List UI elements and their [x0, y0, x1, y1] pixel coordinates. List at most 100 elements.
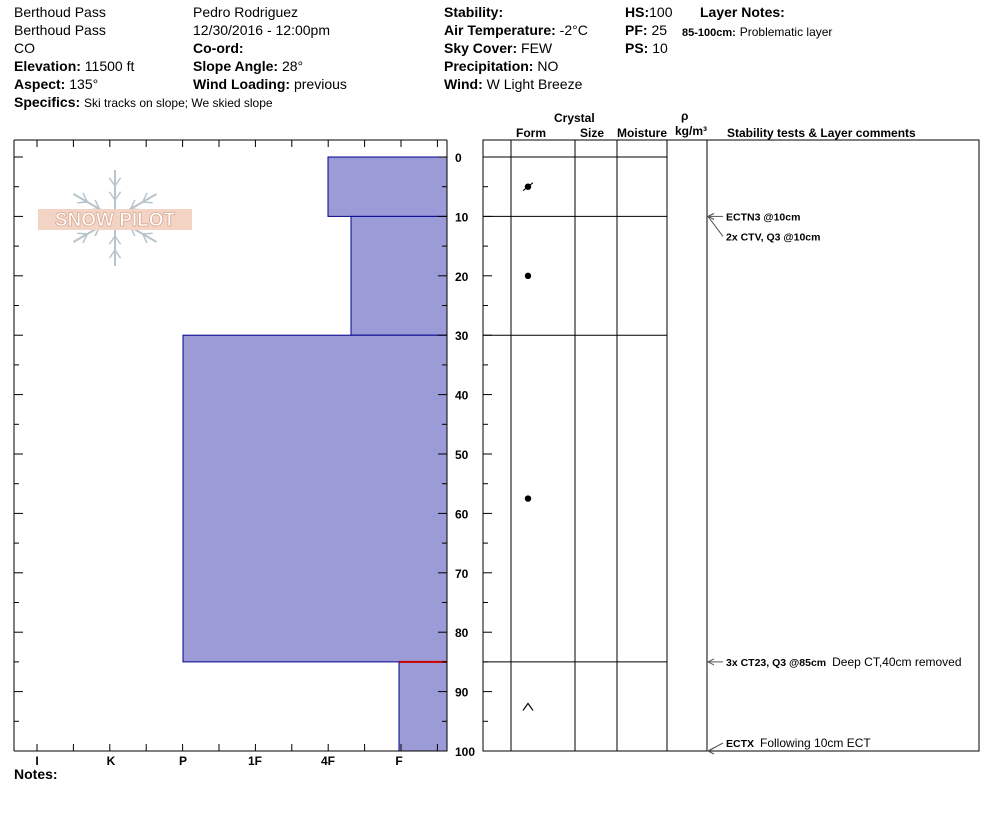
snowflake-branch	[108, 177, 116, 187]
test-label: ECTN3 @10cm	[726, 211, 800, 223]
snowflake-branch	[108, 235, 116, 245]
chart-frame	[13, 139, 448, 752]
state: CO	[14, 40, 35, 56]
observer: Pedro Rodriguez	[193, 4, 299, 20]
density-unit: kg/m³	[675, 124, 708, 138]
aspect-value: 135°	[69, 76, 99, 92]
depth-tick-label: 70	[455, 567, 469, 581]
wind-loading-value: previous	[293, 76, 347, 92]
layer-note-text: Problematic layer	[739, 25, 833, 39]
crystal-table	[482, 139, 980, 752]
snowflake-branch	[82, 192, 88, 203]
hardness-tick-label: 1F	[248, 754, 262, 768]
specifics-value: Ski tracks on slope; We skied slope	[84, 96, 273, 110]
hs-row: HS:100	[625, 4, 672, 20]
snowflake-branch	[114, 177, 122, 187]
aspect-label: Aspect:	[14, 76, 66, 92]
test-arrow-head	[706, 212, 715, 220]
precip-label: Precipitation:	[444, 58, 534, 74]
snowflake-branch	[108, 249, 116, 259]
test-comment: Following 10cm ECT	[760, 736, 871, 750]
slope-row: Slope Angle: 28°	[193, 58, 303, 74]
snowflake-branch	[77, 201, 88, 204]
test-label: 3x CT23, Q3 @85cm	[726, 657, 826, 669]
snowflake-branch	[114, 249, 122, 259]
hardness-layer-bar	[398, 661, 448, 752]
hs-label: HS:	[625, 4, 650, 20]
hardness-layer-bar	[182, 334, 448, 663]
aspect-row: Aspect: 135°	[14, 76, 98, 92]
logo-banner	[38, 209, 192, 230]
layer-notes-label: Layer Notes:	[700, 4, 785, 20]
layer-note-row: 85-100cm: Problematic layer	[682, 23, 832, 41]
layer-note-range: 85-100cm:	[682, 27, 736, 39]
site-name: Berthoud Pass	[14, 22, 106, 38]
snowflake-branch	[114, 235, 122, 245]
air-temp-value: -2°C	[559, 22, 588, 38]
depth-hoar-symbol	[522, 702, 534, 711]
snowflake-branch	[142, 232, 153, 235]
wind-loading-label: Wind Loading:	[193, 76, 291, 92]
precip-value: NO	[537, 58, 559, 74]
pf-label: PF:	[625, 22, 648, 38]
test-arrow-head	[706, 747, 715, 755]
depth-tick-label: 40	[455, 389, 469, 403]
hardness-tick-label: 4F	[321, 754, 335, 768]
moisture-header: Moisture	[617, 126, 668, 140]
elevation-row: Elevation: 11500 ft	[14, 58, 134, 74]
pf-row: PF: 25	[625, 22, 667, 38]
location: Berthoud Pass	[14, 4, 106, 20]
crystal-header: Crystal	[554, 111, 595, 125]
pf-value: 25	[651, 22, 668, 38]
stability-label: Stability:	[444, 4, 504, 20]
snowflake-branch	[129, 199, 136, 210]
grain-forms	[522, 182, 534, 711]
notes-label: Notes:	[14, 766, 58, 782]
hardness-tick-label: K	[107, 754, 116, 768]
sky-value: FEW	[521, 40, 553, 56]
hardness-layer-bar	[350, 215, 448, 336]
wind-loading-row: Wind Loading: previous	[193, 76, 347, 92]
axis-ticks: 0 10 20 30 40 50 60 70 80 90 100 I K P 1F 4F F	[14, 140, 492, 768]
snowflake-branch	[142, 233, 148, 244]
depth-tick-label: 60	[455, 507, 469, 521]
test-leader-line	[707, 216, 724, 237]
depth-tick-label: 10	[455, 210, 469, 224]
rounded-grain-symbol	[524, 272, 532, 279]
hardness-layers	[182, 156, 448, 752]
elevation-value: 11500 ft	[84, 58, 135, 74]
size-header: Size	[580, 126, 605, 140]
form-header: Form	[516, 126, 546, 140]
test-arrow-head	[706, 658, 715, 666]
wind-value: W Light Breeze	[486, 76, 583, 92]
test-comment: Deep CT,40cm removed	[832, 655, 961, 669]
stability-tests-header: Stability tests & Layer comments	[727, 126, 916, 140]
logo-text: SNOW PILOT	[55, 210, 176, 231]
snowpilot-logo: SNOW PILOT	[38, 170, 192, 266]
elevation-label: Elevation:	[14, 58, 81, 74]
ps-label: PS:	[625, 40, 649, 56]
slope-label: Slope Angle:	[193, 58, 279, 74]
snowflake-branch	[77, 232, 88, 235]
hardness-layer-bar	[327, 156, 448, 217]
precip-row: Precipitation: NO	[444, 58, 558, 74]
depth-tick-label: 30	[455, 329, 469, 343]
rho-header: ρ	[681, 109, 689, 123]
hardness-tick-label: F	[395, 754, 402, 768]
sky-row: Sky Cover: FEW	[444, 40, 552, 56]
snowflake-branch	[114, 191, 122, 201]
hs-value: 100	[649, 4, 673, 20]
table-border	[482, 139, 980, 752]
snowflake-branch	[82, 233, 88, 244]
datetime: 12/30/2016 - 12:00pm	[193, 22, 330, 38]
sky-label: Sky Cover:	[444, 40, 518, 56]
coord-label: Co-ord:	[193, 40, 244, 56]
depth-tick-label: 20	[455, 270, 469, 284]
snowflake-branch	[142, 201, 153, 204]
snowflake-branch	[94, 199, 101, 210]
snowflake-branch	[108, 191, 116, 201]
test-label: ECTX	[726, 738, 754, 750]
slope-value: 28°	[281, 58, 304, 74]
rounded-grain-symbol	[524, 495, 532, 502]
